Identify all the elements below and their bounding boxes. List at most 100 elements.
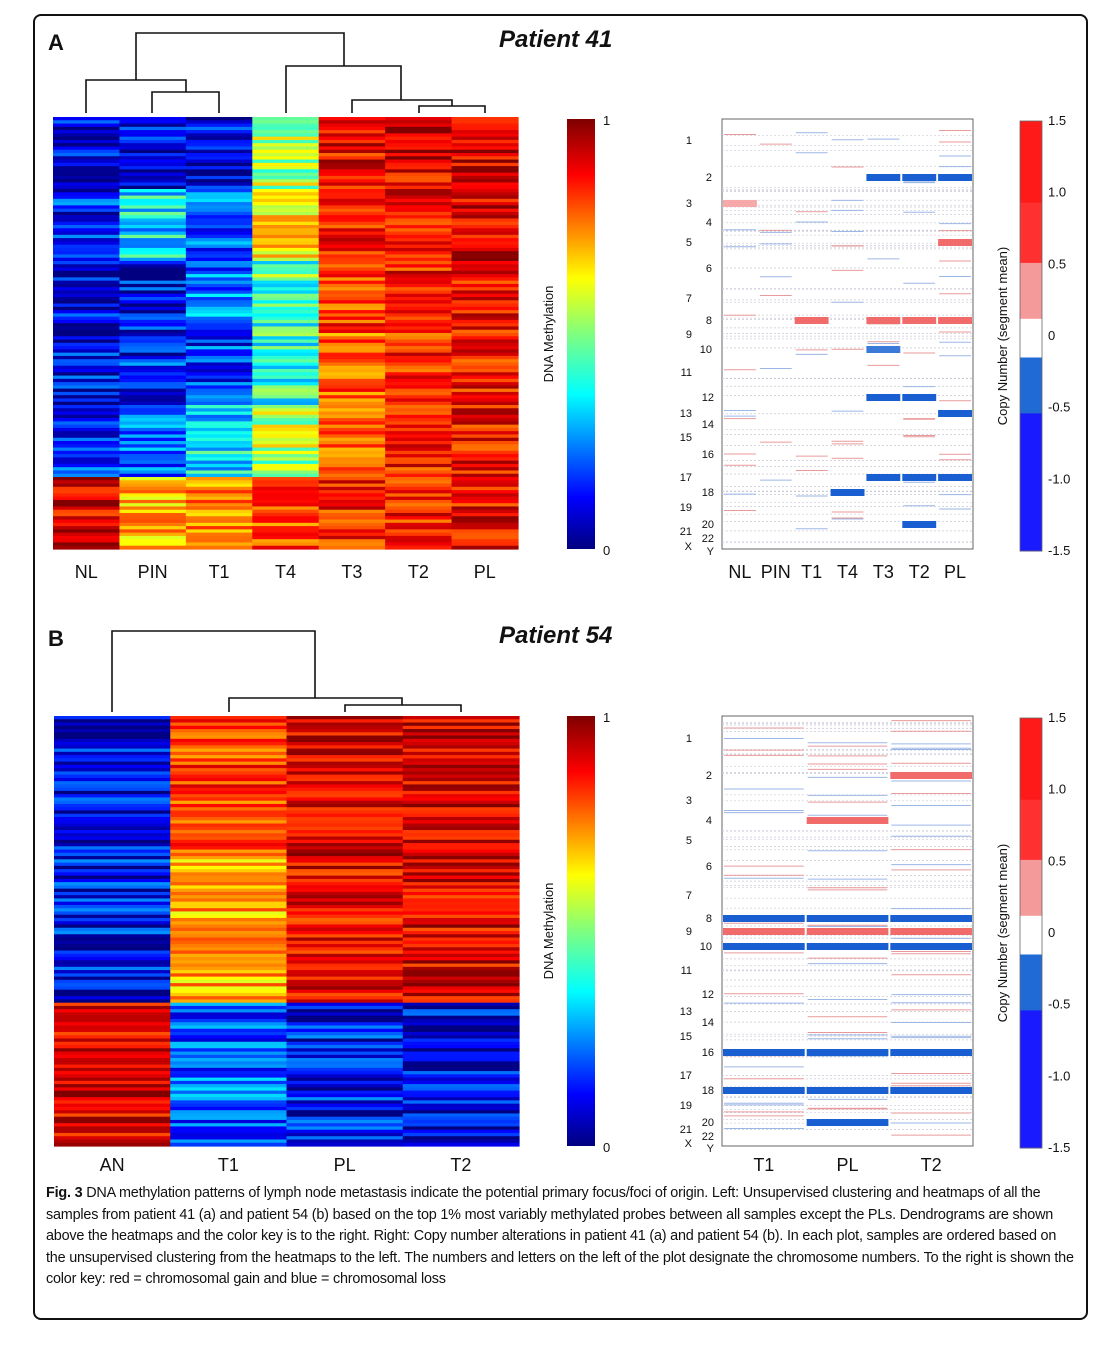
heatmap-cell <box>318 175 386 180</box>
copy-number-band <box>1020 413 1042 552</box>
heatmap-cell <box>385 303 453 308</box>
heatmap-cell <box>318 431 386 436</box>
heatmap-cell <box>385 139 453 144</box>
cnv-segment <box>938 317 972 324</box>
heatmap-cell <box>252 405 320 409</box>
heatmap-cell <box>451 221 519 226</box>
heatmap-cell <box>252 499 320 504</box>
heatmap-cell <box>252 211 320 216</box>
heatmap-cell <box>402 1015 520 1020</box>
heatmap-cell <box>54 826 171 831</box>
heatmap-cell <box>318 388 386 393</box>
heatmap-cell <box>252 375 320 380</box>
heatmap-cell <box>402 833 520 838</box>
copy-number-band <box>1020 262 1042 320</box>
heatmap-cell <box>53 499 121 504</box>
heatmap-cell <box>318 414 386 419</box>
heatmap-cell <box>252 136 320 141</box>
heatmap-cell <box>54 846 171 851</box>
heatmap-cell <box>170 1097 288 1101</box>
heatmap-cell <box>318 215 386 220</box>
heatmap-cell <box>385 490 453 494</box>
heatmap-cell <box>170 931 288 935</box>
heatmap-cell <box>170 953 288 958</box>
heatmap-cell <box>451 490 519 494</box>
heatmap-cell <box>402 771 520 776</box>
sample-label: T2 <box>450 1155 471 1175</box>
heatmap-cell <box>385 411 453 416</box>
heatmap-cell <box>385 287 453 292</box>
heatmap-cell <box>53 123 121 128</box>
heatmap-cell <box>53 513 121 517</box>
heatmap-cell <box>185 427 253 432</box>
heatmap-cell <box>286 843 404 847</box>
heatmap-cell <box>252 434 320 439</box>
cnv-sample-label: T2 <box>909 562 930 582</box>
heatmap-cell <box>185 287 253 292</box>
heatmap-cell <box>402 1119 520 1124</box>
heatmap-cell <box>318 339 386 344</box>
heatmap-cell <box>252 401 320 406</box>
dendrogram-branch <box>111 630 316 712</box>
heatmap-cell <box>54 976 171 981</box>
chromosome-label: 13 <box>680 408 692 420</box>
heatmap-cell <box>53 483 121 488</box>
heatmap-cell <box>451 532 519 537</box>
heatmap-cell <box>252 172 320 177</box>
heatmap-cell <box>185 303 253 308</box>
heatmap-cell <box>451 408 519 413</box>
heatmap-cell <box>318 280 386 285</box>
chromosome-label: 17 <box>680 1070 692 1082</box>
heatmap-cell <box>286 1054 404 1059</box>
heatmap-cell <box>402 859 520 864</box>
heatmap-cell <box>451 133 519 138</box>
heatmap-cell <box>402 1058 520 1062</box>
copy-number-label: Copy Number (segment mean) <box>995 844 1010 1022</box>
heatmap-cell <box>451 421 519 426</box>
heatmap-cell <box>451 473 519 478</box>
heatmap-cell <box>451 139 519 144</box>
heatmap-cell <box>170 1080 288 1085</box>
heatmap-cell <box>402 1139 520 1144</box>
cnv-segment <box>806 1049 889 1056</box>
heatmap-cell <box>385 231 453 236</box>
heatmap-cell <box>170 976 288 981</box>
heatmap-cell <box>286 833 404 838</box>
heatmap-cell <box>318 136 386 141</box>
heatmap-cell <box>119 303 187 308</box>
colorbar-tick: 0 <box>603 1140 610 1155</box>
cnv-segment <box>806 1119 889 1126</box>
heatmap-cell <box>385 372 453 377</box>
heatmap-cell <box>54 1077 171 1082</box>
cnv-segment <box>938 410 972 417</box>
heatmap-cell <box>451 120 519 125</box>
heatmap-cell <box>402 836 520 841</box>
heatmap-cell <box>318 372 386 377</box>
heatmap-cell <box>170 1002 288 1007</box>
heatmap-cell <box>286 917 404 922</box>
heatmap-cell <box>402 1132 520 1137</box>
copy-number-band <box>1020 799 1042 861</box>
heatmap-cell <box>252 117 320 121</box>
heatmap-cell <box>286 1022 404 1027</box>
heatmap-cell <box>252 444 320 449</box>
sample-label: T1 <box>218 1155 239 1175</box>
heatmap-cell <box>119 398 187 403</box>
heatmap-cell <box>170 790 288 795</box>
heatmap-cell <box>318 221 386 226</box>
heatmap-cell <box>119 509 187 514</box>
heatmap-cell <box>402 865 520 870</box>
chromosome-label: 12 <box>702 989 714 1001</box>
heatmap-cell <box>119 405 187 409</box>
heatmap-cell <box>119 136 187 141</box>
heatmap-cell <box>53 359 121 364</box>
heatmap-cell <box>252 329 320 334</box>
heatmap-cell <box>185 326 253 331</box>
heatmap-cell <box>252 424 320 429</box>
heatmap-cell <box>119 532 187 537</box>
heatmap-cell <box>385 153 453 157</box>
heatmap-cell <box>385 313 453 318</box>
heatmap-cell <box>119 297 187 301</box>
heatmap-cell <box>451 382 519 386</box>
heatmap-cell <box>451 509 519 514</box>
